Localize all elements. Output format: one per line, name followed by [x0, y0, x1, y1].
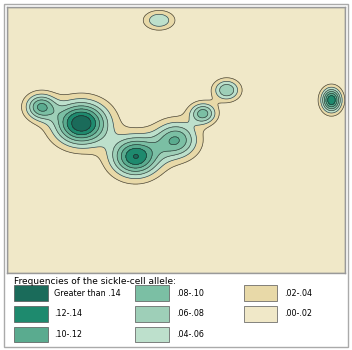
Text: .10-.12: .10-.12	[54, 330, 82, 339]
Text: Greater than .14: Greater than .14	[54, 288, 121, 298]
FancyBboxPatch shape	[136, 285, 169, 301]
FancyBboxPatch shape	[14, 327, 48, 342]
Text: .00-.02: .00-.02	[284, 309, 312, 318]
Text: .02-.04: .02-.04	[284, 288, 312, 298]
Text: .04-.06: .04-.06	[176, 330, 204, 339]
Text: Frequencies of the sickle-cell allele:: Frequencies of the sickle-cell allele:	[14, 277, 176, 286]
Text: .06-.08: .06-.08	[176, 309, 204, 318]
Text: .12-.14: .12-.14	[54, 309, 82, 318]
FancyBboxPatch shape	[14, 285, 48, 301]
FancyBboxPatch shape	[136, 327, 169, 342]
FancyBboxPatch shape	[244, 306, 277, 322]
Text: .08-.10: .08-.10	[176, 288, 204, 298]
FancyBboxPatch shape	[136, 306, 169, 322]
FancyBboxPatch shape	[244, 285, 277, 301]
FancyBboxPatch shape	[14, 306, 48, 322]
